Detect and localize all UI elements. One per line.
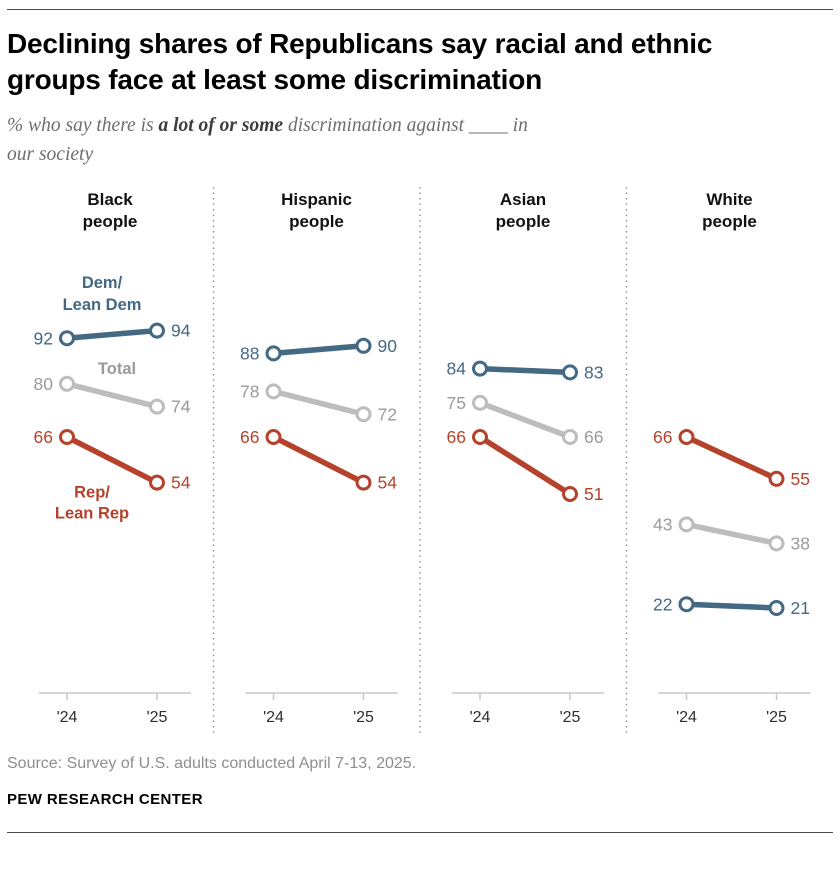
chart-subtitle: % who say there is a lot of or some disc… xyxy=(7,111,833,170)
value-label: 94 xyxy=(171,321,191,341)
x-tick-label: '24 xyxy=(470,709,491,726)
value-label: 21 xyxy=(791,598,810,618)
value-label: 55 xyxy=(791,469,810,489)
data-point-dem xyxy=(355,338,372,355)
slope-line-dem xyxy=(686,601,777,612)
data-point-total xyxy=(355,406,372,423)
data-point-dem xyxy=(59,330,75,347)
panel-title: Hispanic xyxy=(281,190,352,209)
x-tick-label: '25 xyxy=(766,709,787,726)
data-point-rep xyxy=(265,429,282,446)
value-label: 66 xyxy=(34,427,53,447)
data-point-rep xyxy=(59,429,75,446)
data-point-rep xyxy=(768,471,785,488)
x-tick-label: '24 xyxy=(263,709,284,726)
slope-line-dem xyxy=(479,366,571,376)
value-label: 78 xyxy=(240,382,259,402)
legend-total: Total xyxy=(98,360,136,378)
data-point-dem xyxy=(678,596,695,613)
brand-footer: PEW RESEARCH CENTER xyxy=(7,791,203,809)
panel-title: people xyxy=(289,212,344,231)
x-tick-label: '25 xyxy=(560,709,581,726)
panel-title: people xyxy=(83,212,138,231)
data-point-dem xyxy=(265,345,282,362)
slope-line-rep xyxy=(65,434,159,486)
slope-line-rep xyxy=(478,434,572,497)
x-tick-label: '25 xyxy=(147,709,168,726)
data-point-dem xyxy=(149,322,165,339)
data-point-total xyxy=(265,383,282,400)
legend-rep: Lean Rep xyxy=(55,505,129,523)
slope-line-rep xyxy=(685,434,778,482)
x-tick-label: '25 xyxy=(353,709,374,726)
data-point-total xyxy=(678,516,695,533)
slope-line-total xyxy=(479,400,571,440)
value-label: 38 xyxy=(791,534,810,554)
panel-title: people xyxy=(702,212,757,231)
slope-line-total xyxy=(685,521,778,547)
data-point-total xyxy=(59,376,75,393)
slope-line-dem xyxy=(273,343,364,357)
panel-title: Black xyxy=(87,190,133,209)
value-label: 66 xyxy=(653,427,672,447)
value-label: 75 xyxy=(447,393,466,413)
data-point-rep xyxy=(678,429,695,446)
data-point-dem xyxy=(562,364,578,381)
data-point-rep xyxy=(472,429,488,446)
x-tick-label: '24 xyxy=(57,709,78,726)
data-point-rep xyxy=(562,486,578,503)
value-label: 54 xyxy=(171,473,191,493)
data-point-total xyxy=(768,535,785,552)
data-point-total xyxy=(472,395,488,412)
bottom-rule xyxy=(7,832,833,834)
value-label: 74 xyxy=(171,397,191,417)
subtitle-prefix: % who say there is xyxy=(7,114,159,136)
value-label: 66 xyxy=(584,427,603,447)
data-point-total xyxy=(149,398,165,415)
legend-dem: Dem/ xyxy=(82,274,123,292)
value-label: 84 xyxy=(447,359,467,379)
slope-line-total xyxy=(66,381,158,410)
slope-line-dem xyxy=(66,328,158,342)
value-label: 54 xyxy=(378,473,398,493)
data-point-rep xyxy=(149,474,165,491)
source-note: Source: Survey of U.S. adults conducted … xyxy=(7,755,417,773)
value-label: 51 xyxy=(584,484,603,504)
legend-rep: Rep/ xyxy=(74,484,110,502)
value-label: 72 xyxy=(378,405,397,425)
value-label: 22 xyxy=(653,595,672,615)
value-label: 80 xyxy=(34,374,54,394)
value-label: 43 xyxy=(653,515,672,535)
value-label: 92 xyxy=(34,329,53,349)
slope-line-rep xyxy=(272,434,365,486)
data-point-rep xyxy=(355,474,372,491)
value-label: 83 xyxy=(584,363,603,383)
data-point-total xyxy=(562,429,578,446)
chart-title: Declining shares of Republicans say raci… xyxy=(7,28,713,96)
value-label: 90 xyxy=(378,336,398,356)
panel-title: White xyxy=(706,190,752,209)
panel-title: Asian xyxy=(500,190,546,209)
subtitle-suffix: discrimination against ____ in our socie… xyxy=(7,114,528,166)
data-point-dem xyxy=(472,360,488,377)
top-rule xyxy=(7,9,833,10)
panel-title: people xyxy=(496,212,551,231)
data-point-dem xyxy=(768,600,785,617)
legend-dem: Lean Dem xyxy=(63,296,142,314)
slope-chart: Black people '24 '25 92 94 80 74 66 54 Hispanic peo… xyxy=(34,187,811,734)
subtitle-bold: a lot of or some xyxy=(158,114,284,136)
x-tick-label: '24 xyxy=(676,709,697,726)
value-label: 88 xyxy=(240,344,259,364)
value-label: 66 xyxy=(240,427,259,447)
value-label: 66 xyxy=(447,427,466,447)
slope-line-total xyxy=(272,389,365,418)
